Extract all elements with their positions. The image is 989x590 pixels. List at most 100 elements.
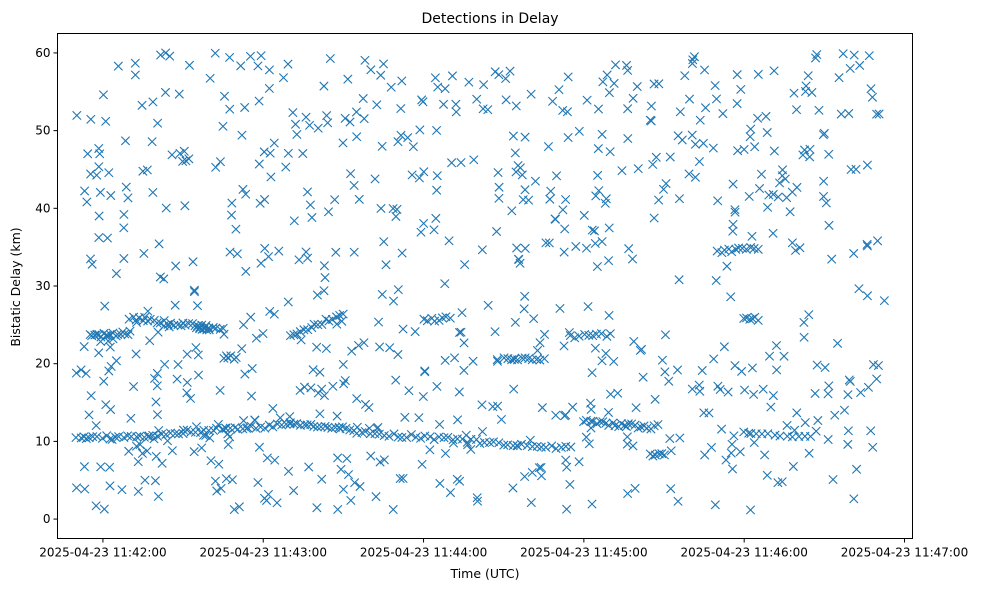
data-point — [457, 308, 467, 318]
data-point — [660, 367, 670, 377]
data-point — [520, 132, 530, 142]
data-point — [254, 442, 265, 452]
data-point — [145, 336, 155, 346]
data-point — [820, 362, 830, 373]
x-axis-label: Time (UTC) — [449, 566, 519, 581]
data-point — [189, 287, 200, 297]
data-point — [547, 96, 558, 106]
data-point — [792, 408, 802, 418]
data-point — [687, 384, 697, 394]
data-point — [511, 101, 521, 111]
data-point — [342, 453, 352, 464]
data-point — [182, 349, 192, 359]
data-point — [352, 394, 362, 404]
data-point — [753, 69, 763, 79]
data-point — [268, 422, 278, 432]
data-point — [727, 464, 738, 474]
data-point — [182, 388, 192, 398]
data-point — [621, 421, 631, 432]
data-point — [254, 159, 264, 169]
data-point — [346, 495, 356, 506]
data-point — [336, 464, 346, 474]
data-point — [581, 243, 592, 253]
data-point — [327, 423, 337, 433]
data-point — [517, 170, 527, 180]
data-point — [866, 84, 876, 94]
data-point — [415, 125, 425, 135]
data-point — [510, 148, 520, 158]
data-point — [711, 94, 722, 104]
data-point — [451, 107, 461, 117]
data-point — [312, 342, 322, 352]
data-point — [160, 87, 171, 97]
data-point — [745, 314, 755, 324]
data-point — [483, 300, 493, 310]
data-point — [747, 363, 758, 373]
data-point — [562, 462, 572, 472]
data-point — [153, 327, 163, 337]
data-point — [654, 79, 664, 89]
data-point — [260, 423, 270, 433]
data-point — [782, 420, 792, 431]
data-point — [99, 376, 109, 386]
data-point — [609, 78, 619, 88]
data-point — [241, 423, 252, 433]
data-point — [229, 504, 239, 515]
data-point — [254, 96, 264, 106]
x-tick-label: 2025-04-23 11:44:00 — [360, 546, 487, 560]
data-point — [762, 127, 772, 138]
data-point — [330, 195, 340, 205]
data-point — [289, 486, 299, 496]
data-point — [215, 324, 225, 334]
data-point — [536, 471, 547, 481]
data-point — [251, 333, 261, 343]
data-point — [210, 476, 221, 486]
data-point — [250, 415, 260, 425]
y-tick-label: 10 — [35, 434, 50, 448]
data-point — [520, 471, 530, 482]
data-point — [586, 423, 596, 433]
data-point — [700, 103, 711, 113]
data-point — [824, 381, 834, 391]
data-point — [429, 225, 439, 235]
data-point — [810, 388, 820, 399]
data-point — [315, 409, 325, 419]
data-point — [771, 340, 782, 351]
data-point — [137, 100, 147, 110]
data-point — [532, 345, 543, 356]
data-point — [726, 292, 736, 302]
data-point — [605, 389, 616, 399]
data-point — [200, 322, 210, 332]
data-point — [805, 152, 815, 162]
data-point — [684, 169, 694, 179]
data-point — [648, 451, 658, 461]
data-point — [795, 243, 805, 253]
data-point — [774, 178, 785, 188]
data-point — [872, 236, 883, 246]
data-point — [360, 399, 371, 409]
data-point — [789, 425, 800, 435]
data-point — [167, 150, 177, 160]
data-point — [484, 437, 495, 448]
data-point — [766, 402, 776, 412]
data-point — [216, 483, 226, 494]
data-point — [198, 430, 209, 440]
data-point — [351, 107, 362, 117]
data-point — [601, 194, 611, 204]
data-point — [266, 172, 276, 182]
data-point — [246, 312, 256, 322]
data-point — [104, 168, 114, 178]
data-point — [431, 213, 441, 223]
data-point — [745, 505, 756, 515]
data-point — [349, 180, 359, 191]
data-point — [673, 496, 683, 506]
data-point — [438, 99, 449, 109]
data-point — [142, 165, 152, 175]
data-point — [432, 125, 442, 136]
data-point — [259, 147, 269, 157]
data-point — [560, 224, 570, 234]
data-point — [598, 77, 608, 87]
data-point — [319, 390, 330, 401]
data-point — [131, 349, 141, 359]
y-axis-label: Bistatic Delay (km) — [8, 227, 23, 346]
